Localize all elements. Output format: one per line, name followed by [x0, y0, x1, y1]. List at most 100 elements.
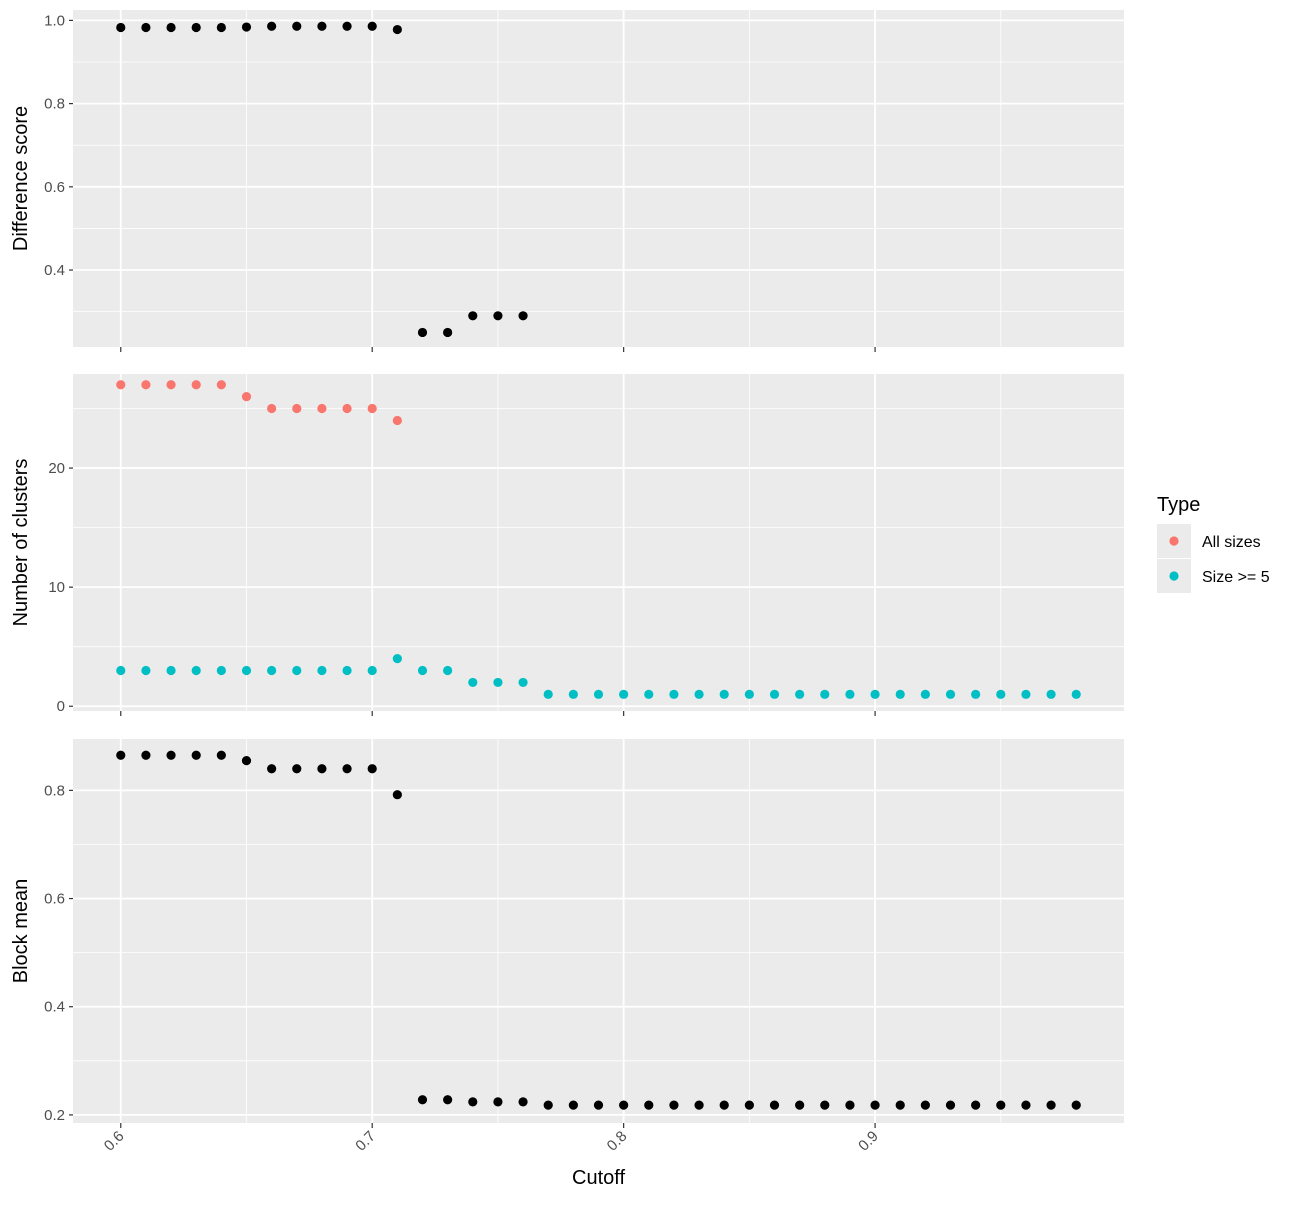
data-point — [267, 403, 277, 414]
data-point — [417, 327, 428, 338]
data-point — [267, 21, 277, 31]
data-point — [971, 1100, 981, 1110]
data-point — [141, 665, 151, 676]
data-point — [820, 689, 830, 699]
data-point — [141, 380, 151, 390]
data-point — [141, 22, 151, 33]
data-point — [769, 689, 780, 699]
data-point — [166, 665, 176, 676]
data-point — [241, 22, 252, 32]
data-point — [593, 689, 604, 699]
panel-background — [73, 10, 1124, 347]
y-axis-title: Block mean — [10, 879, 32, 984]
data-point — [292, 665, 302, 676]
legend-label: All sizes — [1202, 534, 1261, 551]
data-point — [518, 1097, 528, 1107]
data-point — [241, 392, 252, 402]
data-point — [1071, 1100, 1081, 1110]
data-point — [241, 756, 252, 766]
x-tick-label: 0.6 — [101, 1128, 128, 1155]
y-tick-label: 0.2 — [44, 1107, 65, 1124]
data-point — [166, 380, 176, 390]
x-tick-label: 0.8 — [604, 1128, 631, 1155]
data-point — [216, 750, 226, 760]
x-tick-label: 0.7 — [352, 1128, 379, 1155]
y-tick-label: 0.8 — [44, 96, 65, 113]
data-point — [166, 22, 176, 33]
data-point — [342, 665, 352, 676]
data-point — [241, 665, 252, 676]
data-point — [694, 689, 704, 699]
data-point — [292, 403, 302, 414]
data-point — [392, 24, 402, 35]
data-point — [820, 1100, 830, 1110]
data-point — [518, 311, 528, 321]
y-axis-title: Difference score — [10, 106, 32, 251]
y-tick-label: 0.4 — [44, 999, 65, 1016]
data-point — [644, 1100, 654, 1110]
data-point — [443, 1095, 453, 1105]
data-point — [1046, 689, 1056, 699]
data-point — [945, 689, 956, 699]
data-point — [367, 21, 377, 31]
data-point — [543, 689, 553, 699]
data-point — [1071, 689, 1081, 699]
x-tick-label: 0.9 — [855, 1128, 882, 1155]
data-point — [443, 665, 453, 676]
data-point — [920, 689, 930, 699]
y-tick-label: 20 — [48, 460, 65, 477]
legend-key-point — [1169, 571, 1179, 581]
data-point — [619, 1100, 629, 1110]
data-point — [116, 750, 126, 760]
data-point — [493, 311, 503, 321]
data-point — [116, 380, 126, 390]
data-point — [744, 689, 754, 699]
data-point — [292, 21, 302, 31]
data-point — [367, 665, 377, 676]
data-point — [468, 1097, 478, 1107]
data-point — [895, 1100, 905, 1110]
legend-label: Size >= 5 — [1202, 569, 1270, 586]
data-point — [694, 1100, 704, 1110]
data-point — [342, 21, 352, 31]
data-point — [669, 689, 679, 699]
data-point — [191, 22, 201, 33]
data-point — [267, 665, 277, 676]
data-point — [870, 689, 880, 699]
data-point — [216, 665, 226, 676]
panel-background — [73, 739, 1124, 1123]
data-point — [317, 764, 327, 774]
y-tick-label: 0.6 — [44, 891, 65, 908]
data-point — [141, 750, 151, 760]
data-point — [116, 665, 126, 676]
data-point — [191, 750, 201, 760]
data-point — [367, 764, 377, 774]
data-point — [1021, 1100, 1031, 1110]
y-tick-label: 0.4 — [44, 262, 65, 279]
data-point — [417, 1095, 428, 1105]
data-point — [417, 665, 428, 676]
data-point — [895, 689, 905, 699]
data-point — [443, 327, 453, 338]
y-tick-label: 10 — [48, 579, 65, 596]
legend-title: Type — [1157, 494, 1200, 516]
data-point — [468, 311, 478, 321]
data-point — [769, 1100, 780, 1110]
data-point — [317, 665, 327, 676]
data-point — [669, 1100, 679, 1110]
data-point — [267, 764, 277, 774]
data-point — [719, 1100, 729, 1110]
data-point — [191, 380, 201, 390]
data-point — [392, 415, 402, 426]
data-point — [795, 1100, 805, 1110]
data-point — [518, 677, 528, 688]
y-tick-label: 0.6 — [44, 179, 65, 196]
data-point — [116, 22, 126, 33]
data-point — [216, 380, 226, 390]
data-point — [317, 21, 327, 31]
data-point — [317, 403, 327, 414]
legend-key-point — [1169, 536, 1179, 546]
y-tick-label: 0.8 — [44, 782, 65, 799]
